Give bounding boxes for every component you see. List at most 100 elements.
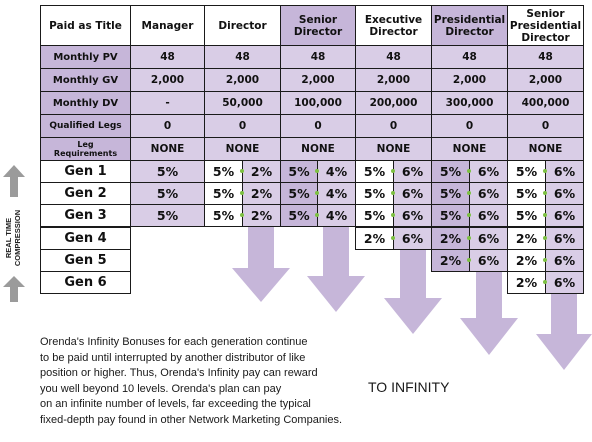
header-manager: Manager [130,5,205,46]
presidential-director-gen-a: 2% [431,249,470,272]
pv-manager: 48 [130,45,205,69]
senior-presidential-gen-a: 5% [507,160,546,183]
manager-gen-pct: 5% [130,182,205,205]
connector-dot-icon [543,191,547,195]
gv-senior-presidential: 2,000 [507,68,584,92]
dv-manager: - [130,91,205,115]
gv-senior-director: 2,000 [280,68,356,92]
connector-dot-icon [240,213,244,217]
gv-presidential-director: 2,000 [431,68,508,92]
up-arrow-bottom-icon [3,276,25,302]
legs-manager: 0 [130,114,205,138]
pv-executive-director: 48 [355,45,432,69]
director-gen-a: 5% [204,204,243,227]
description-line: you well beyond 10 levels. Orenda's plan… [40,382,282,395]
senior-director-gen-a: 5% [280,204,318,227]
dv-senior-presidential: 400,000 [507,91,584,115]
presidential-director-gen-b: 6% [469,249,508,272]
row-label-monthly-dv: Monthly DV [40,91,131,115]
executive-director-gen-b: 6% [393,204,432,227]
gen-label: Gen 1 [40,160,131,183]
real-time-compression-label: REAL TIME COMPRESSION [4,202,26,274]
pv-senior-presidential: 48 [507,45,584,69]
description-line: on an infinite number of levels, far exc… [40,398,311,410]
description-line: position or higher. Thus, Orenda's Infin… [40,367,318,379]
senior-presidential-gen-a: 5% [507,182,546,205]
legreq-executive-director: NONE [355,137,432,161]
connector-dot-icon [543,236,547,240]
legreq-director: NONE [204,137,281,161]
connector-dot-icon [240,169,244,173]
executive-director-gen-b: 6% [393,227,432,250]
gen-label: Gen 4 [40,227,131,250]
row-label-qualified-legs: Qualified Legs [40,114,131,138]
row-label-leg-requirements: Leg Requirements [40,137,131,161]
presidential-director-gen-b: 6% [469,204,508,227]
presidential-director-gen-a: 5% [431,204,470,227]
pv-presidential-director: 48 [431,45,508,69]
pv-director: 48 [204,45,281,69]
connector-dot-icon [467,191,471,195]
senior-director-gen-a: 5% [280,160,318,183]
to-infinity-label: TO INFINITY [368,379,450,395]
legreq-senior-presidential: NONE [507,137,584,161]
executive-director-gen-a: 5% [355,204,394,227]
senior-presidential-gen-b: 6% [545,160,584,183]
description-line: fixed-depth pay found in other Network M… [40,413,343,426]
header-presidential-director: Presidential Director [431,5,508,46]
director-gen-a: 5% [204,182,243,205]
legreq-senior-director: NONE [280,137,356,161]
dv-presidential-director: 300,000 [431,91,508,115]
connector-dot-icon [467,169,471,173]
executive-director-gen-b: 6% [393,160,432,183]
connector-dot-icon [391,191,395,195]
senior-presidential-gen-b: 6% [545,227,584,250]
up-arrow-top-icon [3,165,25,197]
presidential-director-gen-a: 2% [431,227,470,250]
legs-senior-presidential: 0 [507,114,584,138]
row-label-monthly-gv: Monthly GV [40,68,131,92]
description-line: to be paid until interrupted by another … [40,351,306,364]
arrow-director-icon [232,220,290,302]
pv-senior-director: 48 [280,45,356,69]
gv-executive-director: 2,000 [355,68,432,92]
infinity-description: Orenda's Infinity Bonuses for each gener… [40,335,343,428]
connector-dot-icon [391,213,395,217]
description-line: Orenda's Infinity Bonuses for each gener… [40,336,308,348]
legs-director: 0 [204,114,281,138]
connector-dot-icon [543,169,547,173]
senior-presidential-gen-b: 6% [545,182,584,205]
manager-gen-pct: 5% [130,204,205,227]
senior-presidential-gen-a: 2% [507,227,546,250]
manager-gen-pct: 5% [130,160,205,183]
presidential-director-gen-a: 5% [431,160,470,183]
arrow-senior-director-icon [307,220,365,312]
header-paid-as-title: Paid as Title [40,5,131,46]
arrow-presidential-director-icon [460,260,518,355]
presidential-director-gen-b: 6% [469,160,508,183]
legreq-manager: NONE [130,137,205,161]
connector-dot-icon [467,213,471,217]
dv-senior-director: 100,000 [280,91,356,115]
executive-director-gen-a: 2% [355,227,394,250]
senior-presidential-gen-b: 6% [545,271,584,294]
connector-dot-icon [467,258,471,262]
executive-director-gen-b: 6% [393,182,432,205]
legs-senior-director: 0 [280,114,356,138]
presidential-director-gen-b: 6% [469,182,508,205]
connector-dot-icon [467,236,471,240]
legreq-presidential-director: NONE [431,137,508,161]
legs-executive-director: 0 [355,114,432,138]
connector-dot-icon [315,213,319,217]
executive-director-gen-a: 5% [355,182,394,205]
gen-label: Gen 3 [40,204,131,227]
connector-dot-icon [543,213,547,217]
connector-dot-icon [543,280,547,284]
senior-presidential-gen-a: 2% [507,249,546,272]
senior-director-gen-b: 4% [317,204,356,227]
legs-presidential-director: 0 [431,114,508,138]
header-senior-director: Senior Director [280,5,356,46]
presidential-director-gen-a: 5% [431,182,470,205]
header-director: Director [204,5,281,46]
director-gen-a: 5% [204,160,243,183]
